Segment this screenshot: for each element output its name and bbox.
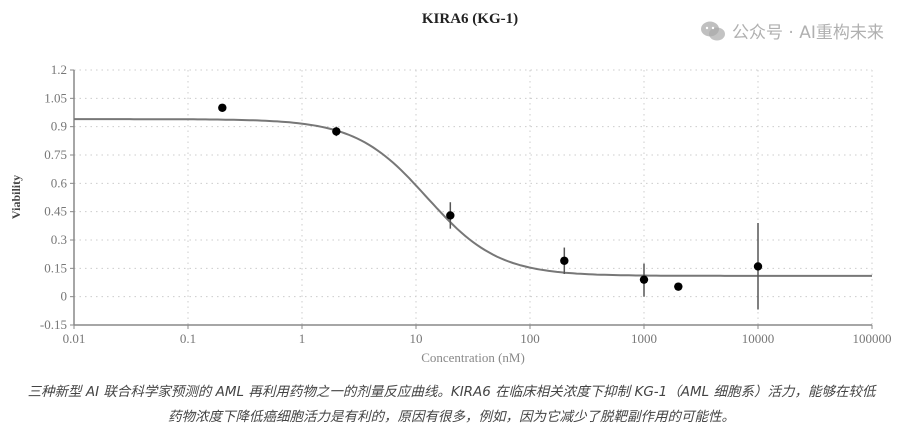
data-point [446,211,455,220]
x-tick-label: 0.1 [180,331,196,346]
wechat-icon [701,21,725,40]
x-tick-label: 1000 [631,331,657,346]
data-point [674,282,683,291]
x-tick-label: 100000 [853,331,892,346]
y-tick-label: 0.3 [51,232,67,247]
data-point [332,127,341,136]
fit-curve [74,118,872,277]
x-tick-label: 10 [410,331,423,346]
data-point [560,256,569,265]
figure-caption: 三种新型 AI 联合科学家预测的 AML 再利用药物之一的剂量反应曲线。KIRA… [0,380,903,430]
y-tick-label: 0.45 [44,204,67,219]
watermark-text: 公众号 · AI重构未来 [732,23,884,43]
y-tick-label: 0.15 [44,260,67,275]
caption-line-1: 三种新型 AI 联合科学家预测的 AML 再利用药物之一的剂量反应曲线。KIRA… [27,384,876,400]
data-point [218,103,227,112]
y-tick-label: 0.75 [44,147,67,162]
dose-response-chart: KIRA6 (KG-1) 0.01 0.1 1 10 100 1000 10000 10000… [9,11,892,365]
y-tick-label: -0.15 [40,317,67,332]
watermark: 公众号 · AI重构未来 [700,18,884,43]
x-tick-label: 10000 [742,331,775,346]
x-tick-label: 100 [520,331,540,346]
x-tick-label: 0.01 [63,331,86,346]
data-points [218,103,763,310]
y-tick-label: 1.2 [51,62,67,77]
caption-line-2: 药物浓度下降低癌细胞活力是有利的，原因有很多，例如，因为它减少了脱靶副作用的可能… [168,409,735,425]
data-point [753,262,763,271]
y-tick-label: 1.05 [44,90,67,105]
x-axis-label: Concentration (nM) [421,350,525,365]
data-point [639,275,649,284]
y-tick-label: 0.6 [51,175,68,190]
axes: 0.01 0.1 1 10 100 1000 10000 100000 -0.15 0 0.15 0.… [40,62,892,346]
x-tick-label: 1 [299,331,306,346]
grid [74,69,873,325]
chart-title: KIRA6 (KG-1) [422,11,518,27]
y-tick-label: 0 [61,289,68,304]
y-axis-label: Viability [9,175,23,219]
y-tick-label: 0.9 [51,119,67,134]
